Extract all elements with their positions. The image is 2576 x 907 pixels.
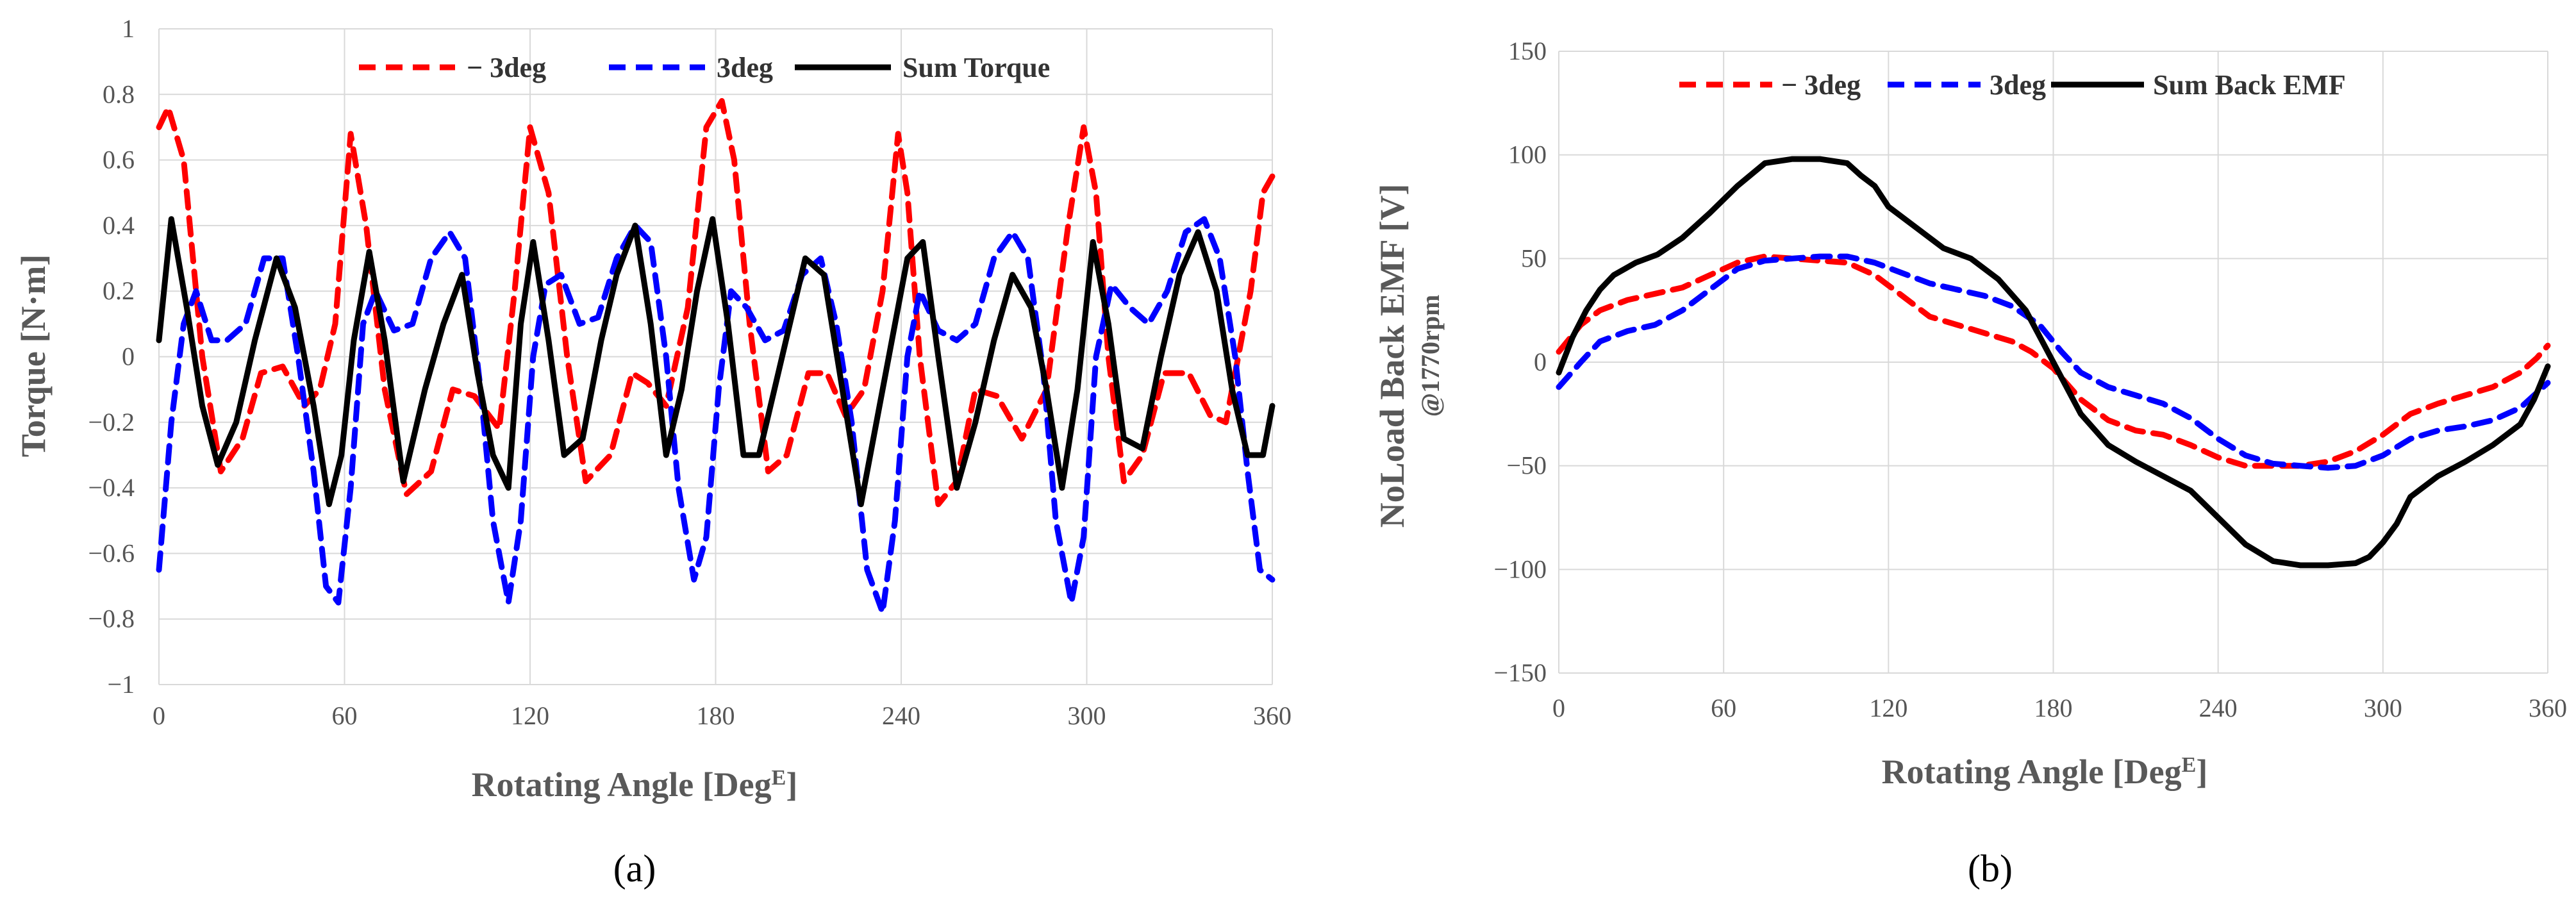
y-tick-label: −0.6 xyxy=(88,538,135,567)
torque-legend: − 3deg 3deg Sum Torque xyxy=(359,52,1050,83)
x-tick-label: 0 xyxy=(1552,694,1565,722)
y-tick-label: 0.4 xyxy=(103,211,135,240)
y-tick-label: 0 xyxy=(1534,347,1547,376)
y-tick-label: 0 xyxy=(122,342,135,371)
x-tick-label: 300 xyxy=(2364,694,2402,722)
series-line-3deg xyxy=(156,216,1276,615)
legend-label: − 3deg xyxy=(1781,69,1861,101)
caption-b: (b) xyxy=(1968,847,2013,890)
x-tick-label: 180 xyxy=(2034,694,2073,722)
x-tick-label: 120 xyxy=(1869,694,1907,722)
series-line-3deg xyxy=(1556,253,2551,469)
torque-y-axis-title: Torque [N·m] xyxy=(14,254,53,458)
x-tick-label: 60 xyxy=(332,701,358,730)
torque-x-axis-title: Rotating Angle [DegE] xyxy=(472,765,798,804)
legend-label: 3deg xyxy=(1990,69,2046,101)
back-emf-y-axis-subtitle: @1770rpm xyxy=(1416,295,1445,417)
y-tick-label: 0.8 xyxy=(103,79,135,108)
legend-label: Sum Torque xyxy=(902,52,1050,83)
y-tick-label: 150 xyxy=(1508,37,1547,65)
x-tick-label: 240 xyxy=(2199,694,2238,722)
y-tick-label: −100 xyxy=(1493,554,1547,583)
x-tick-label: 0 xyxy=(153,701,165,730)
legend-label: Sum Back EMF xyxy=(2153,69,2346,101)
series-line-3deg xyxy=(1556,253,2551,471)
y-tick-label: −0.4 xyxy=(88,473,135,502)
torque-chart: 1 0.8 0.6 0.4 0.2 0 −0.2 −0.4 −0.6 −0.8 −1 0 60 120 18… xyxy=(14,14,1292,890)
y-tick-label: 1 xyxy=(122,14,135,43)
y-tick-label: 50 xyxy=(1521,244,1547,272)
x-tick-label: 360 xyxy=(2529,694,2567,722)
x-tick-label: 180 xyxy=(697,701,735,730)
back-emf-series xyxy=(1556,156,2551,569)
back-emf-y-axis-title: NoLoad Back EMF [V] xyxy=(1373,184,1411,528)
torque-axes: 1 0.8 0.6 0.4 0.2 0 −0.2 −0.4 −0.6 −0.8 −1 0 60 120 18… xyxy=(88,14,1292,730)
y-tick-label: −150 xyxy=(1493,658,1547,687)
x-tick-label: 300 xyxy=(1068,701,1106,730)
caption-a: (a) xyxy=(613,847,656,890)
x-tick-label: 60 xyxy=(1711,694,1736,722)
back-emf-x-axis-title: Rotating Angle [DegE] xyxy=(1882,753,2208,791)
y-tick-label: −0.8 xyxy=(88,604,135,633)
x-tick-label: 360 xyxy=(1253,701,1292,730)
back-emf-legend: − 3deg 3deg Sum Back EMF xyxy=(1679,69,2346,101)
legend-label: − 3deg xyxy=(467,52,546,83)
y-tick-label: −1 xyxy=(107,670,135,699)
x-tick-label: 240 xyxy=(882,701,920,730)
y-tick-label: 0.6 xyxy=(103,146,135,174)
legend-label: 3deg xyxy=(717,52,773,83)
series-line-sum-torque xyxy=(156,216,1276,508)
y-tick-label: 0.2 xyxy=(103,276,135,305)
y-tick-label: −50 xyxy=(1506,451,1547,480)
x-tick-label: 120 xyxy=(511,701,549,730)
series-line-sum-back-emf xyxy=(1556,156,2551,569)
torque-series xyxy=(156,98,1276,615)
y-tick-label: −0.2 xyxy=(88,408,135,437)
y-tick-label: 100 xyxy=(1508,140,1547,169)
